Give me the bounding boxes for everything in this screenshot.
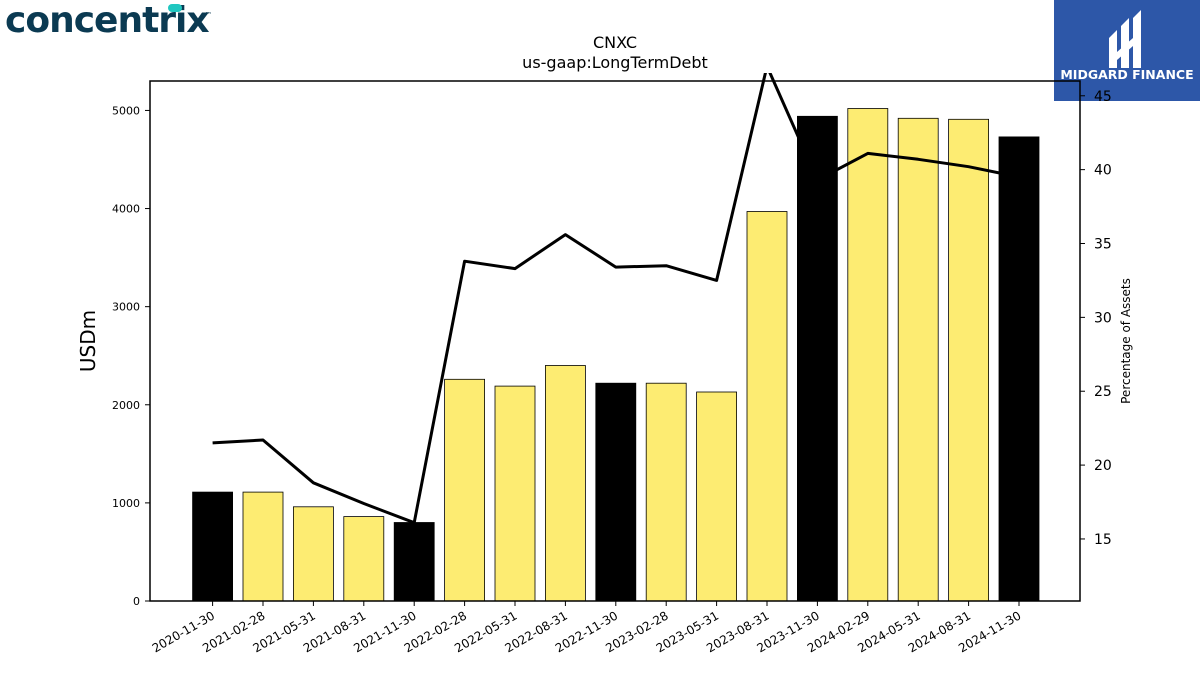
logo-trademark: ™	[205, 11, 212, 19]
y2-tick-label: 30	[1094, 310, 1112, 326]
bar-2024-05-31	[897, 117, 939, 602]
y2-tick-label: 35	[1094, 237, 1112, 253]
bar-2022-08-31	[545, 365, 586, 602]
bar-2023-11-30	[797, 115, 838, 602]
midgard-finance-name: MIDGARD FINANCE	[1060, 67, 1194, 82]
y2-tick-label: 25	[1094, 384, 1112, 400]
x-axis: 2020-11-302021-02-282021-05-312021-08-31…	[150, 601, 1024, 655]
y2-axis-label: Percentage of Assets	[1119, 278, 1133, 404]
chart-subtitle: us-gaap:LongTermDebt	[522, 53, 708, 72]
bar-2021-08-31	[343, 516, 385, 602]
percentage-of-assets-line	[212, 73, 1020, 525]
bar-2024-02-29	[847, 108, 889, 602]
y-tick-label: 5000	[112, 104, 140, 117]
bar-2023-05-31	[696, 391, 737, 602]
y-axis-right: 15 20 25 30 35 40 45	[1080, 89, 1112, 548]
logo-dot-icon	[168, 4, 182, 12]
concentrix-logo: concentrix ™	[5, 0, 212, 41]
y-tick-label: 2000	[112, 399, 140, 412]
line-group	[212, 73, 1020, 525]
y-axis-left: 0 1000 2000 3000 4000 5000	[112, 104, 150, 608]
y2-tick-label: 40	[1094, 163, 1112, 179]
midgard-finance-logo: MIDGARD FINANCE	[1054, 0, 1200, 101]
bar-2021-02-28	[242, 491, 284, 602]
y2-tick-label: 20	[1094, 458, 1112, 474]
bar-2022-05-31	[494, 385, 536, 602]
chart-title: CNXC	[593, 33, 637, 52]
y2-tick-label: 15	[1094, 532, 1112, 548]
bar-2023-08-31	[746, 211, 788, 602]
bar-2021-11-30	[393, 522, 435, 602]
bar-2022-02-28	[444, 378, 486, 602]
y2-tick-label: 45	[1094, 89, 1112, 105]
y-axis-label: USDm	[76, 310, 100, 372]
bars-group	[192, 108, 1040, 602]
y-tick-label: 0	[133, 595, 140, 608]
bar-2020-11-30	[192, 491, 234, 602]
y-tick-label: 3000	[112, 301, 140, 314]
midgard-mark-icon	[1109, 10, 1141, 68]
bar-2023-02-28	[645, 382, 687, 602]
bar-2021-05-31	[292, 506, 334, 602]
bar-2024-11-30	[998, 136, 1040, 602]
bar-2022-11-30	[595, 382, 637, 602]
plot-frame	[149, 80, 1081, 602]
y-tick-label: 1000	[112, 497, 140, 510]
y-tick-label: 4000	[112, 203, 140, 216]
bar-2024-08-31	[948, 118, 989, 602]
